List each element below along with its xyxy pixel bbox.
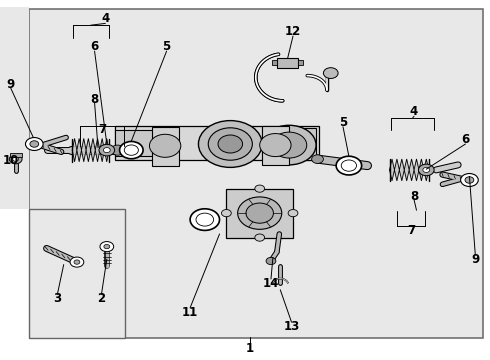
Polygon shape: [390, 159, 429, 181]
Bar: [277, 58, 298, 68]
Text: 1: 1: [246, 342, 254, 355]
Text: 9: 9: [471, 253, 479, 266]
Circle shape: [266, 257, 276, 265]
Circle shape: [100, 242, 114, 252]
Circle shape: [312, 155, 323, 163]
Circle shape: [461, 174, 478, 186]
Circle shape: [190, 209, 220, 230]
Circle shape: [238, 197, 282, 229]
Circle shape: [246, 203, 273, 223]
Circle shape: [149, 134, 181, 157]
Bar: [272, 60, 277, 65]
Bar: [115, 130, 174, 156]
Circle shape: [196, 213, 214, 226]
Circle shape: [271, 132, 307, 158]
Text: 7: 7: [98, 123, 106, 136]
Text: 6: 6: [91, 40, 98, 53]
Bar: [298, 60, 303, 65]
Text: 2: 2: [98, 292, 105, 305]
Circle shape: [260, 134, 291, 157]
Circle shape: [208, 128, 252, 160]
Circle shape: [218, 135, 243, 153]
Polygon shape: [73, 139, 109, 162]
Circle shape: [255, 234, 265, 241]
Circle shape: [221, 210, 231, 217]
Circle shape: [255, 185, 265, 192]
Text: 4: 4: [410, 105, 418, 118]
Text: 5: 5: [339, 116, 347, 129]
Circle shape: [30, 141, 39, 147]
Bar: [0, 209, 29, 360]
Text: 11: 11: [182, 306, 198, 319]
Text: 7: 7: [408, 224, 416, 237]
Circle shape: [262, 125, 316, 165]
Bar: [0, 7, 29, 209]
Text: 13: 13: [283, 320, 300, 333]
Circle shape: [103, 148, 110, 153]
Circle shape: [288, 210, 298, 217]
Circle shape: [336, 156, 362, 175]
Circle shape: [74, 260, 80, 264]
Circle shape: [423, 167, 430, 172]
Bar: [10, 153, 22, 157]
Bar: [226, 189, 293, 238]
Text: 8: 8: [91, 93, 98, 105]
Circle shape: [465, 177, 474, 183]
Circle shape: [9, 154, 22, 164]
Text: 14: 14: [263, 277, 279, 290]
Text: 5: 5: [163, 40, 171, 53]
Circle shape: [25, 138, 43, 150]
Text: 9: 9: [7, 78, 15, 91]
Circle shape: [70, 257, 84, 267]
Circle shape: [13, 157, 19, 161]
Circle shape: [104, 244, 110, 249]
Bar: [29, 209, 125, 338]
Text: 8: 8: [410, 190, 418, 203]
Bar: [152, 127, 179, 166]
Text: 4: 4: [101, 12, 109, 25]
Circle shape: [198, 121, 262, 167]
Bar: [262, 126, 289, 165]
Text: 3: 3: [53, 292, 61, 305]
Circle shape: [418, 164, 434, 176]
Circle shape: [323, 68, 338, 78]
Text: 6: 6: [462, 133, 469, 146]
Circle shape: [111, 145, 124, 155]
Text: 12: 12: [285, 25, 301, 38]
Text: 10: 10: [2, 154, 19, 167]
Circle shape: [99, 144, 115, 156]
Circle shape: [341, 160, 357, 171]
Bar: [262, 128, 316, 160]
Circle shape: [124, 145, 138, 155]
Bar: [115, 126, 318, 160]
Circle shape: [120, 141, 143, 159]
